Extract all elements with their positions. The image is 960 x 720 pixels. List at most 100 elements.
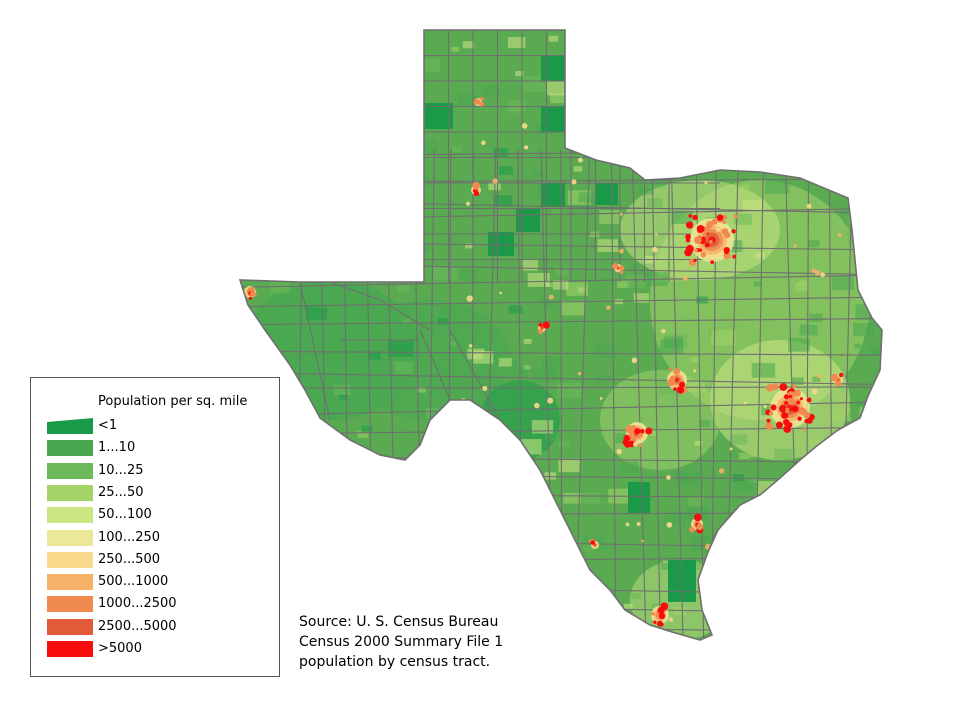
town-dot — [468, 344, 473, 348]
density-tile — [798, 532, 813, 541]
density-tile — [660, 76, 677, 87]
density-tile — [863, 138, 873, 144]
density-tile — [734, 479, 754, 492]
density-tile — [588, 633, 608, 640]
density-tile — [316, 219, 332, 229]
urban-dot — [765, 422, 774, 430]
town-dot — [583, 134, 587, 138]
urban-dot — [677, 386, 685, 394]
density-tile — [359, 215, 367, 220]
town-dot — [836, 569, 841, 574]
density-tile — [828, 407, 851, 422]
urban-dot — [612, 262, 619, 270]
density-tile — [498, 358, 512, 367]
density-tile — [633, 293, 649, 303]
legend-item: 25...50 — [47, 484, 267, 503]
density-tile — [387, 340, 414, 357]
town-dot — [655, 233, 658, 236]
county-line — [631, 149, 648, 640]
town-dot — [811, 388, 818, 395]
urban-dot — [791, 405, 799, 413]
density-tile — [867, 345, 882, 355]
urban-dot — [788, 394, 793, 399]
density-tile — [615, 51, 632, 63]
density-tile — [276, 152, 286, 159]
density-tile — [297, 75, 321, 90]
urban-dot — [650, 611, 655, 616]
legend-label: 500...1000 — [98, 574, 169, 590]
county-line — [240, 537, 882, 550]
density-tile — [316, 545, 339, 560]
town-dot — [599, 397, 603, 400]
urban-dot — [645, 427, 653, 435]
town-dot — [631, 357, 638, 364]
density-tile — [625, 275, 647, 289]
urban-dot — [480, 96, 484, 101]
urban-dot — [634, 428, 641, 435]
density-tile — [389, 514, 400, 521]
legend-label: 1000...2500 — [98, 596, 177, 612]
town-dot — [633, 442, 638, 447]
density-tile — [328, 187, 348, 200]
legend-swatch — [47, 574, 93, 591]
density-tile — [619, 112, 632, 120]
density-tile — [418, 58, 441, 72]
density-tile — [621, 461, 639, 473]
town-dot — [636, 522, 641, 526]
density-tile — [508, 305, 523, 314]
urban-dot — [638, 443, 643, 447]
density-tile — [833, 68, 841, 73]
density-tile — [413, 497, 436, 512]
town-dot — [806, 203, 812, 209]
density-tile — [870, 232, 882, 248]
town-dot — [763, 404, 767, 409]
density-tile — [578, 192, 595, 203]
urban-dot — [775, 421, 783, 429]
density-tile — [248, 179, 258, 186]
density-tile — [481, 592, 503, 606]
legend: Population per sq. mile <1 1...10 10...25 2… — [30, 377, 280, 677]
urban-dot — [768, 411, 774, 416]
density-tile — [301, 159, 324, 174]
density-tile — [611, 120, 628, 131]
urban-ring — [675, 378, 679, 382]
density-tile — [709, 127, 718, 134]
density-tile — [402, 90, 411, 96]
town-dot — [459, 547, 467, 555]
urban-dot — [723, 248, 730, 255]
density-tile — [594, 44, 608, 53]
density-tile — [862, 204, 871, 210]
town-dot — [577, 157, 583, 163]
density-tile — [294, 241, 305, 248]
density-tile — [660, 563, 672, 570]
urban-dot — [721, 228, 729, 235]
urban-dot — [673, 368, 680, 375]
density-tile — [859, 125, 878, 137]
density-tile — [531, 367, 556, 383]
legend-swatch — [47, 440, 93, 457]
legend-item: 250...500 — [47, 551, 267, 570]
density-tile — [694, 441, 703, 446]
density-tile — [639, 82, 654, 92]
density-tile — [533, 619, 557, 635]
density-tile — [553, 372, 563, 378]
density-tile — [809, 313, 823, 323]
urban-dot — [590, 540, 595, 545]
town-dot — [682, 275, 688, 281]
density-tile — [315, 145, 329, 154]
density-tile — [848, 491, 857, 497]
density-tile — [348, 515, 367, 527]
density-tile — [390, 180, 404, 189]
urban-dot — [657, 606, 665, 614]
density-tile — [753, 281, 762, 287]
density-tile — [362, 199, 387, 215]
county-line — [379, 299, 431, 331]
density-tile — [520, 541, 536, 551]
density-tile — [346, 31, 370, 46]
density-tile — [697, 80, 706, 86]
town-dot — [521, 123, 528, 129]
density-tile — [541, 356, 562, 369]
density-tile — [862, 230, 870, 236]
density-tile — [855, 401, 869, 410]
density-tile — [566, 282, 589, 296]
